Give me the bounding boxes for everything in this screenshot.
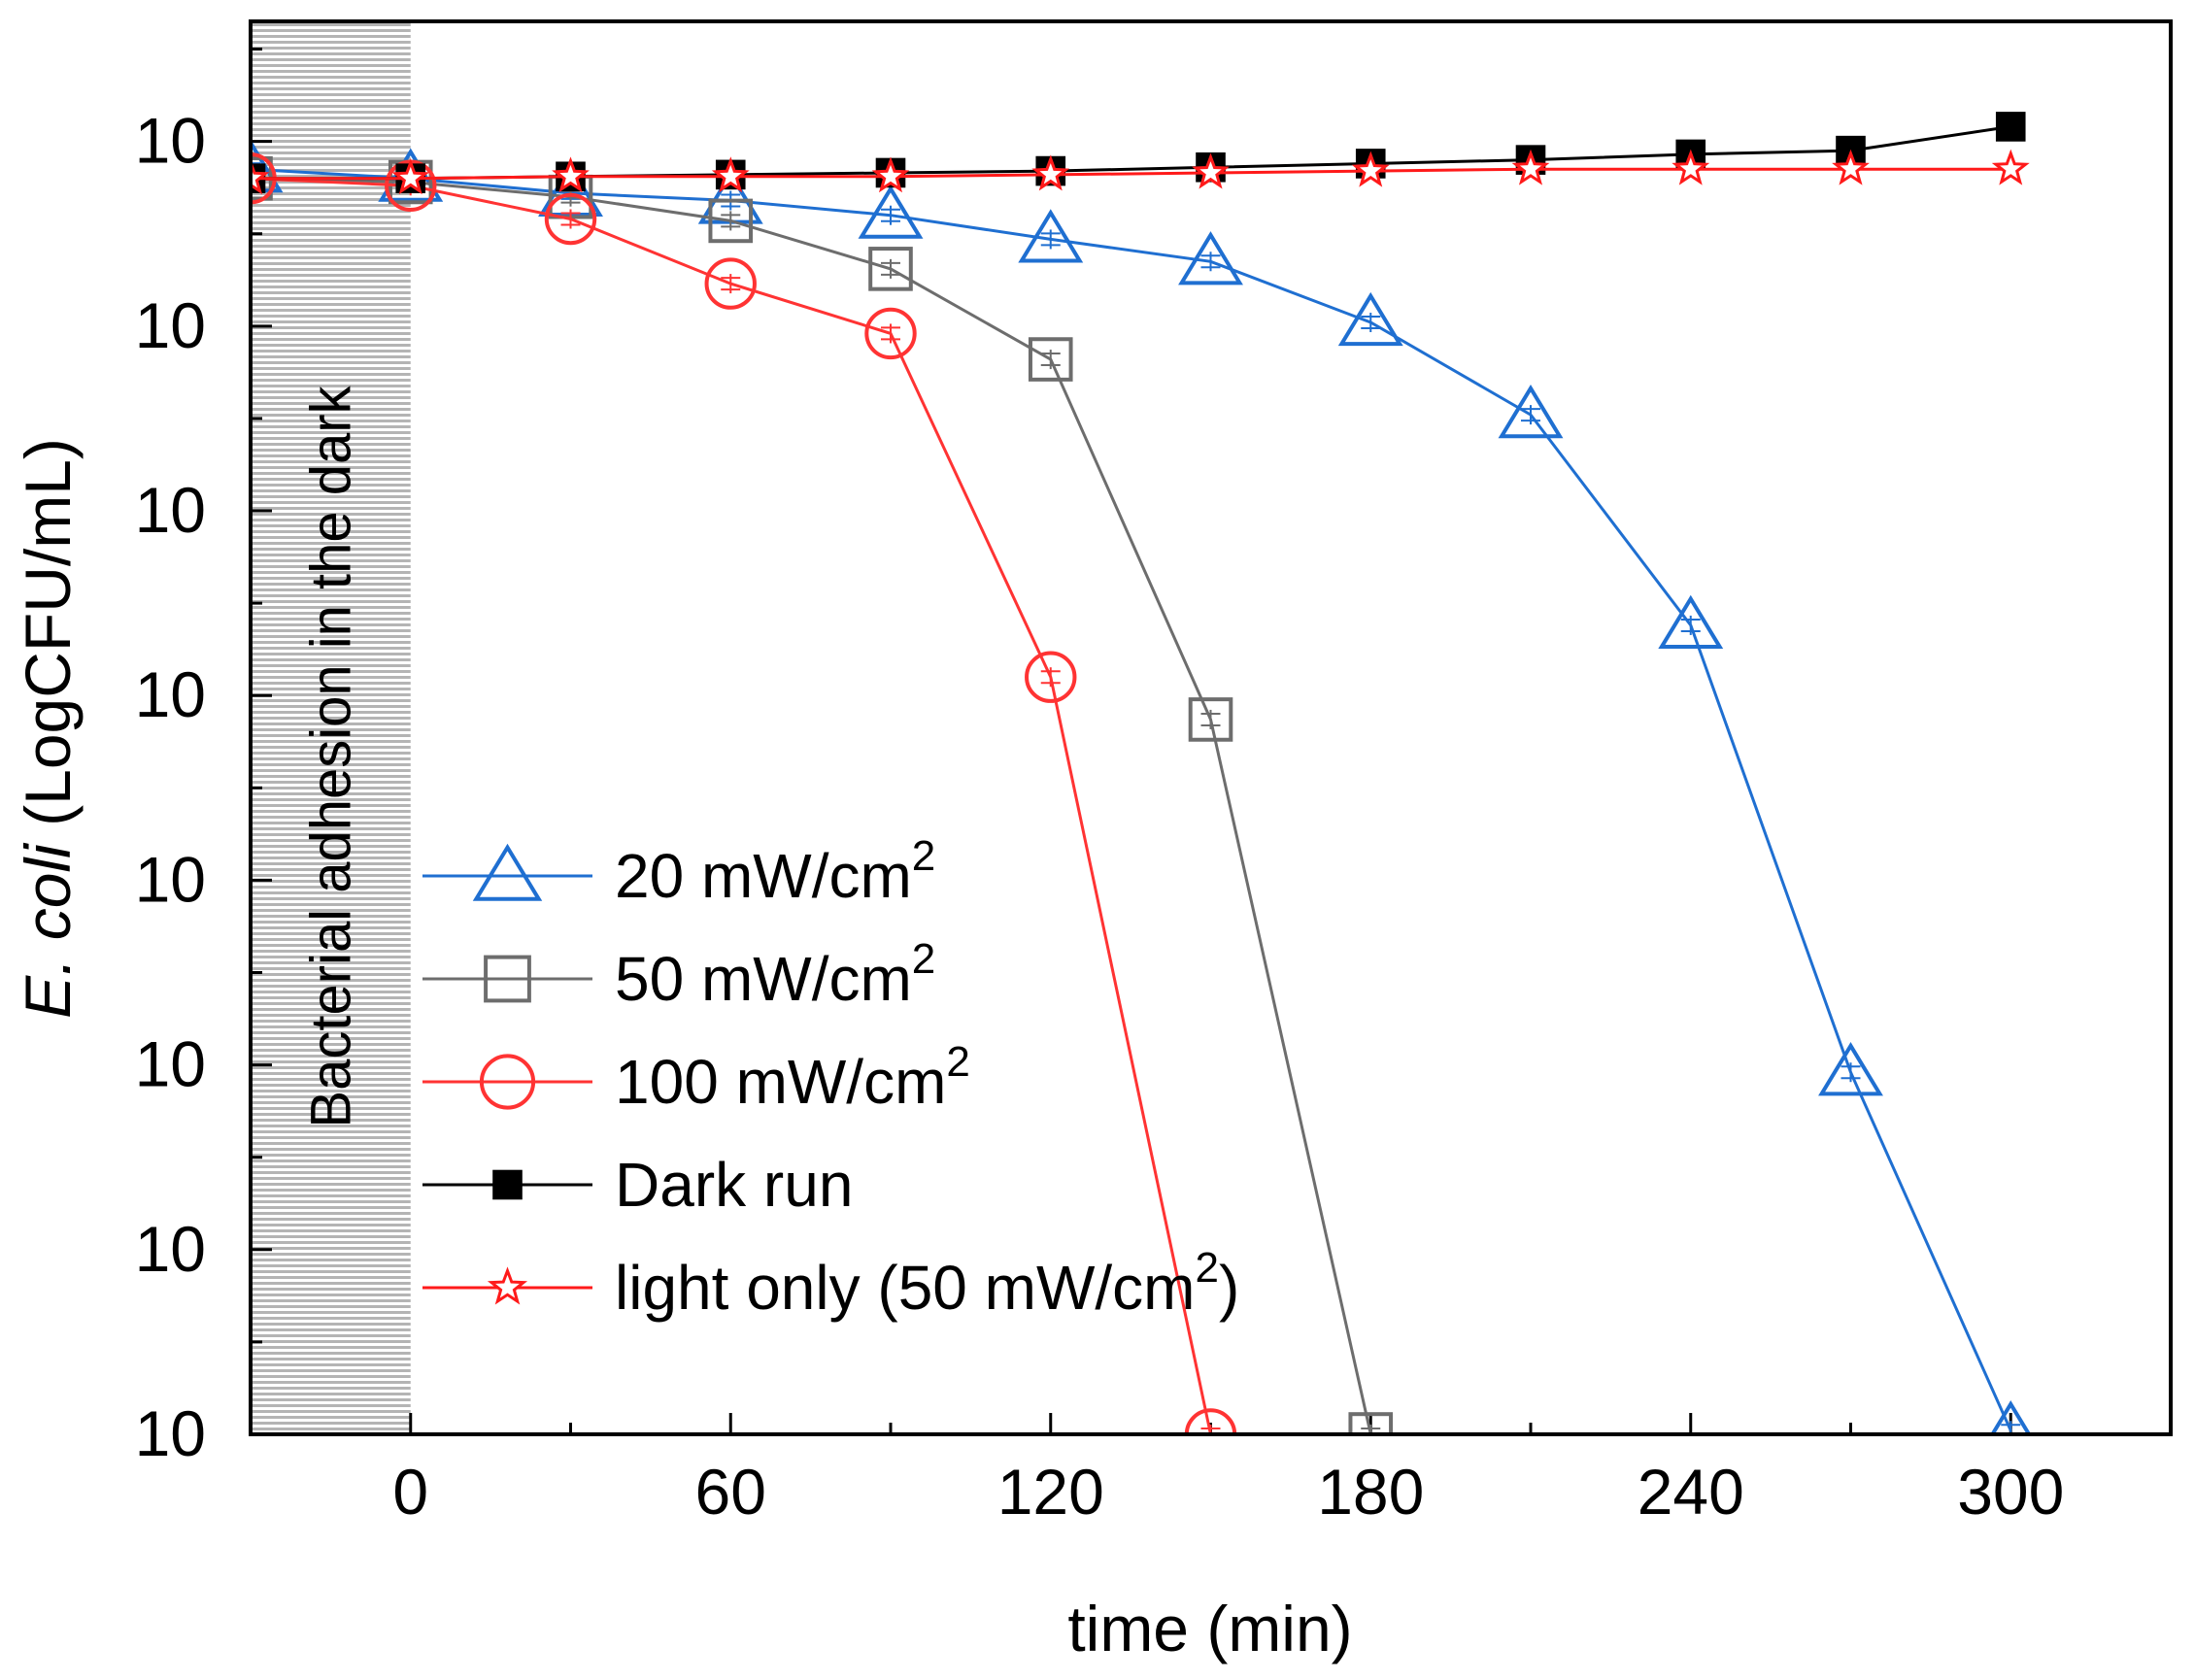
star-marker [1031, 154, 1070, 191]
y-tick-label: 10 [135, 843, 206, 915]
plot-frame [249, 19, 2173, 1436]
y-axis-title-rest: (LogCFU/mL) [12, 438, 84, 844]
legend-label: 50 mW/cm2 [615, 935, 935, 1014]
legend-label: Dark run [615, 1150, 853, 1220]
y-tick-label: 10 [135, 1028, 206, 1100]
legend-entry: Dark run [422, 1150, 853, 1220]
y-tick-base: 10 [135, 1397, 206, 1469]
y-tick-label: 10 [135, 289, 206, 361]
legend-label-sup: 2 [912, 935, 935, 983]
square-marker [484, 955, 531, 1003]
y-axis-title: E. coli (LogCFU/mL) [12, 438, 84, 1019]
legend-entry: light only (50 mW/cm2) [422, 1244, 1239, 1323]
circle-marker [479, 1054, 536, 1110]
triangle-marker [1658, 594, 1724, 650]
series-filled-square [251, 112, 2026, 193]
y-tick-base: 10 [135, 105, 206, 177]
legend-entry: 50 mW/cm2 [422, 935, 935, 1014]
legend-label-text: 50 mW/cm [615, 944, 912, 1014]
y-tick-label: 10 [135, 1213, 206, 1285]
circle-marker [1025, 651, 1077, 703]
dark-adhesion-shade [251, 21, 411, 1434]
legend-entry: 100 mW/cm2 [422, 1038, 970, 1117]
legend-label-text: 20 mW/cm [615, 841, 912, 911]
y-tick-base: 10 [135, 289, 206, 361]
triangle-marker [1498, 384, 1564, 439]
square-marker [708, 198, 754, 244]
series-line [251, 124, 2011, 181]
circle-marker [1184, 1408, 1237, 1434]
shaded-region: Bacterial adhesion in the dark [251, 21, 411, 1434]
circle-marker [704, 257, 757, 310]
star-marker [711, 156, 750, 193]
y-tick-label: 10 [135, 474, 206, 546]
triangle-marker [1990, 1400, 2032, 1434]
triangle-marker [1178, 231, 1243, 286]
star-marker [391, 158, 430, 195]
legend-label-text: 100 mW/cm [615, 1047, 946, 1117]
x-axis-title: time (min) [1067, 1593, 1352, 1664]
star-marker [1192, 152, 1230, 189]
legend-label: light only (50 mW/cm2) [615, 1244, 1239, 1323]
star-marker [1511, 149, 1550, 185]
triangle-marker [858, 185, 924, 239]
legend-entry: 20 mW/cm2 [422, 832, 935, 911]
star-marker [1351, 151, 1390, 187]
star-marker [1991, 149, 2030, 185]
square-marker [868, 247, 913, 291]
square-marker [1028, 337, 1073, 382]
x-tick-label: 0 [392, 1456, 428, 1528]
x-tick-label: 240 [1638, 1456, 1744, 1528]
legend-label-text: Dark run [615, 1150, 853, 1220]
star-marker [552, 156, 590, 193]
star-marker [1672, 149, 1710, 185]
tick-labels: 060120180240300100101102103104105106107 [135, 105, 2065, 1528]
legend-label: 100 mW/cm2 [615, 1038, 970, 1117]
legend-label-sup: 2 [912, 832, 935, 880]
series-line [251, 177, 1372, 1434]
legend-label-after: ) [1219, 1253, 1239, 1323]
y-tick-base: 10 [135, 1213, 206, 1285]
star-marker [251, 158, 270, 195]
x-tick-label: 120 [997, 1456, 1104, 1528]
filled-square-marker [1995, 112, 2026, 142]
shade-label: Bacterial adhesion in the dark [299, 385, 362, 1127]
y-tick-label: 10 [135, 658, 206, 730]
triangle-marker [472, 843, 543, 901]
x-tick-label: 180 [1317, 1456, 1424, 1528]
square-marker [1188, 697, 1233, 742]
star-marker [871, 156, 910, 193]
x-tick-label: 60 [695, 1456, 766, 1528]
series-star [251, 149, 2030, 195]
circle-marker [864, 307, 917, 360]
legend-label-sup: 2 [946, 1038, 969, 1086]
legend-label-text: light only (50 mW/cm [615, 1253, 1195, 1323]
series-line [251, 167, 2012, 1431]
x-tick-label: 300 [1957, 1456, 2064, 1528]
triangle-marker [1818, 1042, 1883, 1096]
circle-marker [544, 192, 597, 246]
triangle-marker [1018, 209, 1084, 263]
y-tick-base: 10 [135, 843, 206, 915]
y-tick-label: 10 [135, 105, 206, 177]
y-axis-title-italic: E. coli [12, 842, 84, 1019]
star-marker [487, 1266, 528, 1305]
filled-square-marker [492, 1169, 523, 1200]
y-tick-base: 10 [135, 658, 206, 730]
series-layer [251, 112, 2032, 1434]
legend-label: 20 mW/cm2 [615, 832, 935, 911]
triangle-marker [1337, 291, 1403, 347]
y-tick-base: 10 [135, 474, 206, 546]
y-tick-base: 10 [135, 1028, 206, 1100]
star-marker [1832, 149, 1870, 185]
series-line [251, 167, 2011, 181]
y-tick-label: 10 [135, 1397, 206, 1469]
legend-label-sup: 2 [1195, 1244, 1218, 1292]
